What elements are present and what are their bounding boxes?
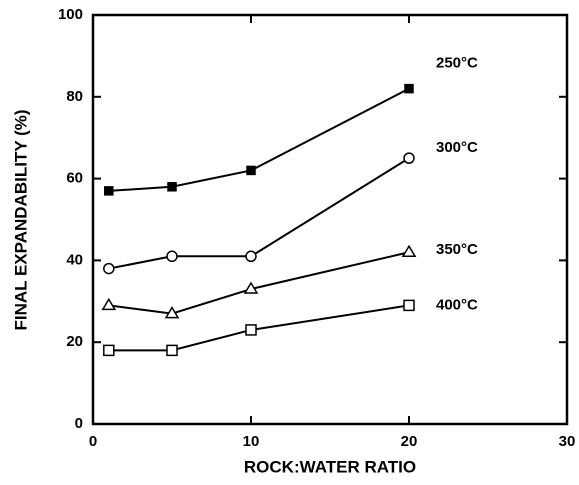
series-label: 400°C [436, 296, 478, 313]
marker [101, 297, 117, 311]
x-tick-label: 30 [559, 433, 576, 450]
y-tick-label: 100 [58, 6, 83, 23]
series-line [108, 157, 410, 270]
marker [167, 182, 177, 192]
series-label: 250°C [436, 55, 478, 72]
series-line [108, 87, 410, 192]
marker [404, 83, 414, 94]
marker [103, 344, 115, 357]
marker [164, 306, 180, 319]
marker [104, 186, 114, 196]
y-tick-label: 0 [75, 415, 83, 432]
marker [245, 250, 257, 263]
x-tick-label: 0 [89, 433, 97, 450]
series-label: 300°C [436, 139, 478, 156]
x-axis-label: ROCK:WATER RATIO [244, 457, 416, 476]
marker [166, 250, 178, 263]
y-tick-label: 60 [66, 170, 83, 187]
x-tick-label: 20 [401, 433, 418, 450]
series-line [108, 251, 410, 315]
marker [166, 344, 178, 357]
marker [243, 281, 259, 294]
marker [403, 152, 415, 164]
series-line [108, 304, 410, 352]
y-tick-label: 20 [66, 333, 83, 350]
marker [103, 262, 115, 275]
y-axis-label: FINAL EXPANDABILITY (%) [11, 109, 30, 330]
series-label: 350°C [436, 241, 478, 258]
marker [246, 165, 256, 176]
y-tick-label: 80 [66, 88, 83, 105]
plot-frame [91, 13, 569, 426]
marker [401, 244, 417, 257]
marker [245, 324, 257, 336]
y-tick-label: 40 [66, 251, 83, 268]
marker [403, 299, 415, 312]
x-tick-label: 10 [243, 433, 260, 450]
